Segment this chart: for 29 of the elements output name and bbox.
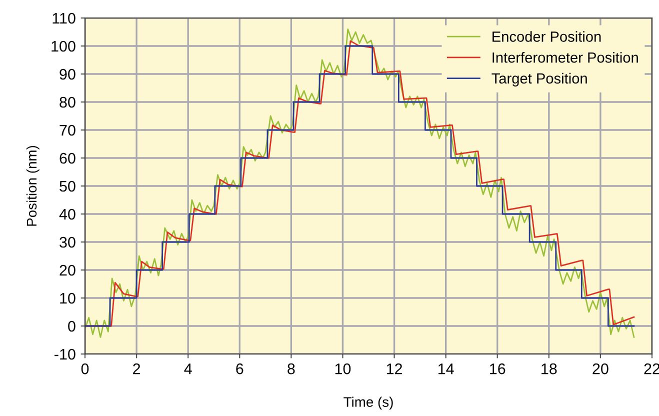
y-tick-label: 110: [52, 12, 76, 24]
y-tick-label: 30: [60, 236, 76, 248]
y-tick-label: 50: [60, 180, 76, 192]
legend-label: Encoder Position: [492, 31, 601, 42]
x-tick-label: 0: [81, 363, 89, 374]
x-tick-label: 16: [490, 363, 506, 374]
y-tick-label: 40: [59, 208, 76, 220]
y-tick-label: 80: [60, 96, 76, 108]
y-tick-label: 60: [60, 152, 76, 164]
x-tick-label: 20: [592, 363, 608, 374]
x-tick-label: 6: [236, 363, 244, 374]
y-tick-label: 90: [60, 68, 76, 80]
x-tick-label: 10: [335, 363, 351, 374]
x-tick-label: 8: [288, 363, 295, 374]
y-tick-label: 100: [52, 40, 76, 52]
y-tick-label: 20: [60, 264, 76, 276]
x-tick-label: 2: [133, 363, 140, 374]
x-tick-label: 14: [438, 364, 454, 374]
y-tick-label: 70: [60, 124, 76, 136]
y-tick-label: 0: [68, 320, 76, 332]
y-tick-label: -10: [54, 348, 76, 360]
legend-label: Interferometer Position: [492, 52, 638, 63]
y-axis-title: Position (nm): [26, 146, 40, 226]
y-tick-label: 10: [60, 292, 76, 304]
x-tick-label: 12: [386, 363, 402, 374]
x-tick-label: 18: [542, 363, 557, 374]
x-tick-label: 4: [184, 364, 192, 374]
legend-label: Target Position: [492, 72, 587, 86]
x-axis-title: Time (s): [344, 396, 393, 410]
